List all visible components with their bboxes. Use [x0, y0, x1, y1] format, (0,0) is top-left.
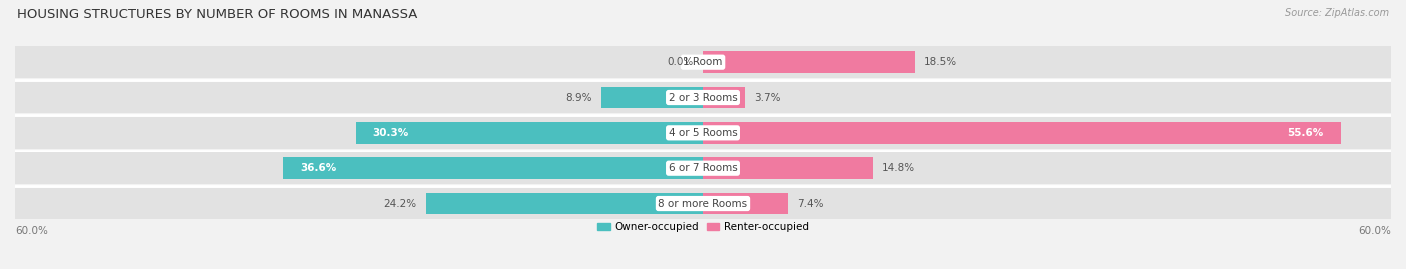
Text: 30.3%: 30.3% [373, 128, 409, 138]
Bar [703, 193, 787, 214]
Text: 55.6%: 55.6% [1286, 128, 1323, 138]
Bar [703, 122, 1340, 144]
Bar [426, 193, 703, 214]
Bar [703, 87, 745, 108]
Bar [703, 117, 1391, 149]
Bar [703, 51, 915, 73]
Text: 14.8%: 14.8% [882, 163, 915, 173]
Bar [284, 157, 703, 179]
Text: 4 or 5 Rooms: 4 or 5 Rooms [669, 128, 737, 138]
Text: 0.0%: 0.0% [668, 57, 693, 67]
Text: 8.9%: 8.9% [565, 93, 592, 102]
Text: 24.2%: 24.2% [384, 199, 416, 208]
Bar [703, 187, 1391, 220]
Text: 18.5%: 18.5% [924, 57, 957, 67]
Bar [15, 82, 703, 114]
Text: 36.6%: 36.6% [301, 163, 337, 173]
Text: 1 Room: 1 Room [683, 57, 723, 67]
Bar [15, 46, 703, 78]
Bar [703, 82, 1391, 114]
Bar [600, 87, 703, 108]
Bar [703, 46, 1391, 78]
Bar [703, 152, 1391, 184]
Text: 7.4%: 7.4% [797, 199, 824, 208]
Text: 8 or more Rooms: 8 or more Rooms [658, 199, 748, 208]
Text: 2 or 3 Rooms: 2 or 3 Rooms [669, 93, 737, 102]
Legend: Owner-occupied, Renter-occupied: Owner-occupied, Renter-occupied [593, 218, 813, 236]
Text: 60.0%: 60.0% [1358, 226, 1391, 236]
Bar [703, 157, 873, 179]
Text: Source: ZipAtlas.com: Source: ZipAtlas.com [1285, 8, 1389, 18]
Bar [15, 152, 703, 184]
Text: 6 or 7 Rooms: 6 or 7 Rooms [669, 163, 737, 173]
Bar [15, 187, 703, 220]
Text: HOUSING STRUCTURES BY NUMBER OF ROOMS IN MANASSA: HOUSING STRUCTURES BY NUMBER OF ROOMS IN… [17, 8, 418, 21]
Bar [356, 122, 703, 144]
Text: 60.0%: 60.0% [15, 226, 48, 236]
Text: 3.7%: 3.7% [755, 93, 782, 102]
Bar [15, 117, 703, 149]
